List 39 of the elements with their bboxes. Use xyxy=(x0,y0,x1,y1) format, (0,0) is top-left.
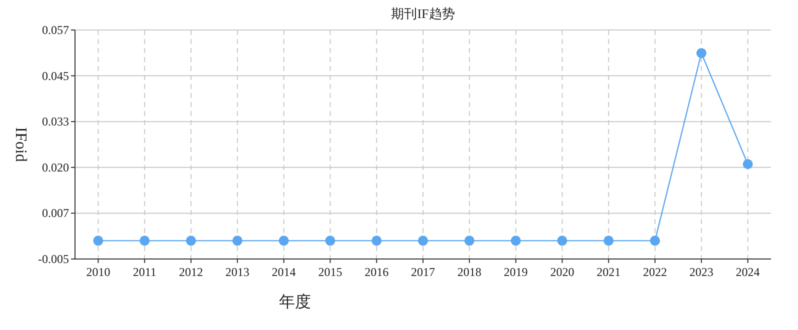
x-tick-label: 2021 xyxy=(596,265,621,279)
point xyxy=(186,236,196,246)
point xyxy=(232,236,242,246)
y-tick-label: 0.057 xyxy=(42,23,69,37)
point xyxy=(464,236,474,246)
point xyxy=(278,236,289,246)
y-tick-label: 0.045 xyxy=(42,68,69,83)
point xyxy=(140,236,150,246)
point xyxy=(557,236,568,246)
point xyxy=(650,236,660,246)
point xyxy=(510,236,521,246)
x-tick-label: 2019 xyxy=(504,265,528,279)
x-tick-label: 2018 xyxy=(457,265,482,279)
point xyxy=(325,236,336,246)
x-tick-label: 2015 xyxy=(318,265,342,279)
x-tick-label: 2010 xyxy=(86,265,110,279)
y-axis-title: IFoid xyxy=(12,127,29,162)
x-tick-label: 2024 xyxy=(736,265,760,279)
point xyxy=(604,236,614,246)
x-tick-label: 2023 xyxy=(689,265,714,279)
chart-title: 期刊IF趋势 xyxy=(391,6,455,21)
x-tick-label: 2016 xyxy=(364,265,389,279)
point xyxy=(418,236,428,246)
point xyxy=(372,236,382,246)
x-tick-label: 2020 xyxy=(550,265,574,279)
point xyxy=(93,236,104,246)
x-tick-label: 2011 xyxy=(132,265,156,279)
x-tick-label: 2012 xyxy=(179,265,203,279)
x-tick-label: 2017 xyxy=(411,265,435,279)
x-tick-label: 2013 xyxy=(225,265,250,279)
point xyxy=(696,48,706,58)
x-axis-title: 年度 xyxy=(279,293,311,311)
y-tick-label: 0.020 xyxy=(42,160,69,174)
x-tick-label: 2022 xyxy=(643,265,667,279)
y-tick-label: -0.005 xyxy=(38,252,69,266)
y-tick-label: 0.007 xyxy=(42,206,69,220)
point xyxy=(742,159,753,170)
x-tick-label: 2014 xyxy=(272,265,296,279)
y-tick-label: 0.033 xyxy=(42,114,69,129)
